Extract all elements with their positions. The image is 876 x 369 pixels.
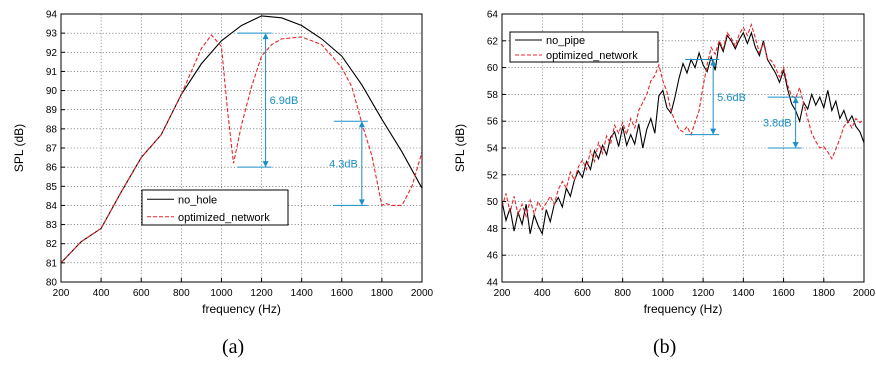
x-tick-label: 400 [93,288,110,299]
y-tick-label: 50 [487,197,499,208]
x-tick-label: 2000 [853,288,876,299]
legend-label-optimized-network: optimized_network [546,50,638,62]
x-axis-label: frequency (Hz) [202,302,281,316]
y-tick-label: 87 [46,144,58,155]
y-tick-label: 52 [487,170,499,181]
y-axis-label: SPL (dB) [453,124,467,172]
x-tick-label: 800 [173,288,190,299]
x-tick-label: 1200 [250,288,273,299]
annotation-arrowhead-down [710,128,717,135]
plot-frame [60,13,423,283]
legend-label-optimized-network: optimized_network [178,212,270,224]
x-tick-label: 600 [574,288,591,299]
y-tick-label: 56 [487,117,499,128]
annotation-arrowhead-up [358,121,365,128]
legend-box [509,31,659,63]
x-tick-label: 1400 [732,288,755,299]
annotation-label: 3.8dB [763,118,792,130]
annotation-arrowhead-up [710,59,717,66]
annotation-arrowhead-down [792,142,799,148]
y-tick-label: 86 [46,163,58,174]
legend-label-no-hole: no_hole [178,194,217,206]
y-tick-label: 88 [46,124,58,135]
y-tick-label: 93 [46,29,58,40]
legend-label-no-pipe: no_pipe [546,35,585,47]
y-tick-label: 94 [46,10,58,21]
x-tick-label: 800 [614,288,631,299]
x-tick-label: 1600 [772,288,795,299]
x-tick-label: 1800 [813,288,836,299]
annotation-label: 5.6dB [717,92,746,104]
x-tick-label: 1200 [692,288,715,299]
caption-b: (b) [653,336,677,358]
x-tick-label: 200 [494,288,511,299]
x-tick-label: 1600 [331,288,354,299]
annotation-arrowhead-up [792,97,799,104]
y-tick-label: 44 [487,278,499,289]
y-tick-label: 60 [487,63,499,74]
series-line-no-hole [60,15,423,264]
y-tick-label: 48 [487,224,499,235]
x-tick-label: 1800 [371,288,394,299]
x-tick-label: 1000 [210,288,233,299]
y-tick-label: 62 [487,36,499,47]
y-tick-label: 90 [46,86,58,97]
y-tick-label: 81 [46,258,58,269]
y-tick-label: 46 [487,251,499,262]
series-line-no-pipe [501,30,865,236]
x-tick-label: 400 [534,288,551,299]
x-tick-label: 600 [133,288,150,299]
annotation-arrowhead-down [262,161,269,168]
y-tick-label: 58 [487,90,499,101]
y-tick-label: 89 [46,105,58,116]
x-tick-label: 200 [53,288,70,299]
legend-box [141,189,289,226]
y-tick-label: 64 [487,10,499,21]
y-tick-label: 83 [46,220,58,231]
x-tick-label: 1000 [652,288,675,299]
y-tick-label: 91 [46,67,58,78]
annotation-label: 6.9dB [270,95,299,107]
y-tick-label: 85 [46,182,58,193]
y-tick-label: 92 [46,48,58,59]
x-tick-label: 2000 [411,288,434,299]
chart-b: 200 400 600 800 1000 1200 1400 1600 1800 2000 44 46… [453,10,876,317]
chart-a: 200 400 600 800 1000 1200 1400 1600 1800 2000 80 81… [12,10,434,317]
y-tick-label: 84 [46,201,58,212]
y-tick-label: 80 [46,278,58,289]
series-line-optimized-network [501,22,865,219]
y-tick-label: 54 [487,144,499,155]
annotation-arrowhead-down [358,199,365,206]
x-tick-label: 1400 [291,288,314,299]
caption-a: (a) [222,336,245,358]
annotation-label: 4.3dB [329,158,358,170]
y-axis-label: SPL (dB) [12,124,26,172]
series-line-optimized-network [60,34,423,264]
annotation-arrowhead-up [262,33,269,40]
y-tick-label: 82 [46,239,58,250]
x-axis-label: frequency (Hz) [644,302,723,316]
